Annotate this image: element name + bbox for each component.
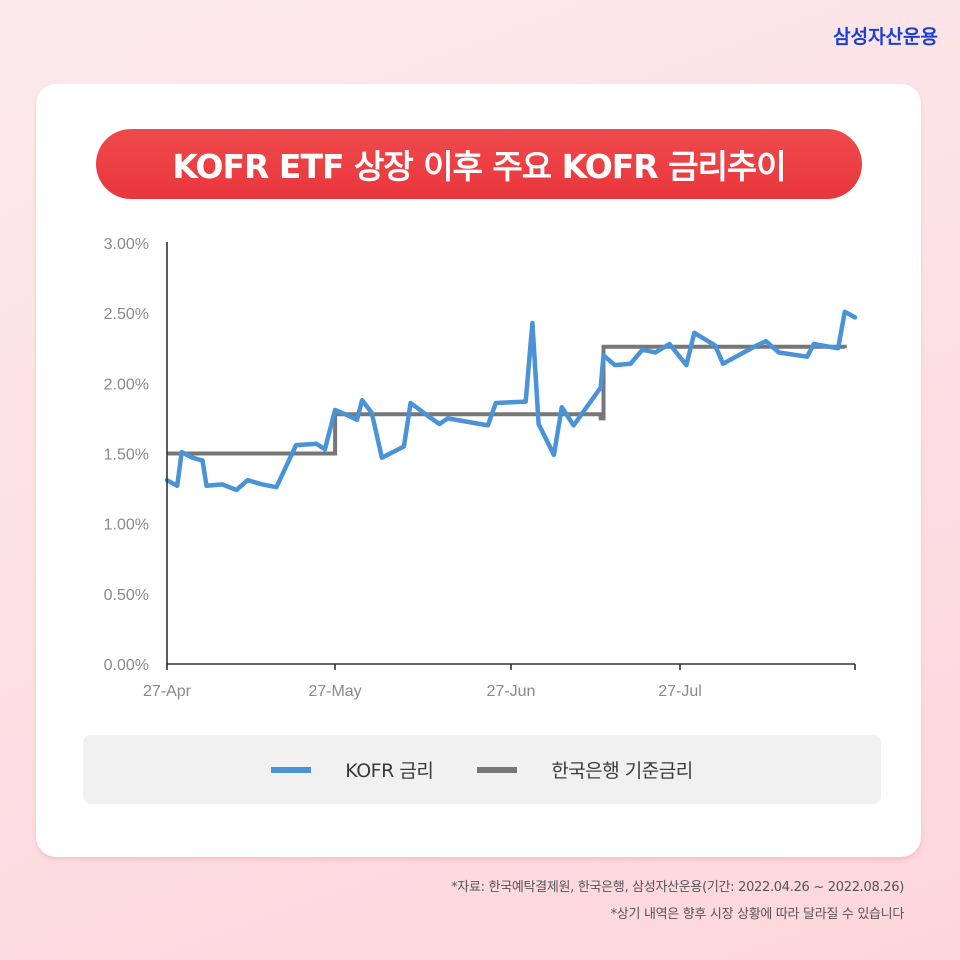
chart-legend: KOFR 금리 한국은행 기준금리 [83, 735, 881, 804]
bok-base-rate-line [167, 344, 847, 456]
y-axis-ticks: 0.00% 0.50% 1.00% 1.50% 2.00% 2.50% 3.00% [104, 236, 149, 674]
x-tick-label: 27-Jul [658, 683, 702, 700]
y-tick-label: 2.00% [104, 376, 149, 393]
x-tick-label: 27-May [308, 683, 361, 700]
y-tick-label: 0.50% [104, 587, 149, 604]
x-tick-label: 27-Jun [487, 683, 536, 700]
chart-title: KOFR ETF 상장 이후 주요 KOFR 금리추이 [172, 147, 786, 186]
disclaimer-footnote: *상기 내역은 향후 시장 상황에 따라 달라질 수 있습니다 [610, 907, 905, 922]
legend-item-kofr: KOFR 금리 [271, 756, 434, 783]
legend-label-bok: 한국은행 기준금리 [551, 760, 693, 782]
kofr-rate-line [164, 309, 858, 493]
legend-label-kofr: KOFR 금리 [345, 760, 434, 782]
legend-swatch-kofr [271, 766, 312, 773]
y-tick-label: 0.00% [104, 657, 149, 674]
legend-item-bok: 한국은행 기준금리 [477, 756, 693, 783]
y-tick-label: 1.50% [104, 447, 149, 464]
y-tick-label: 3.00% [104, 236, 149, 253]
chart-card [36, 84, 921, 857]
source-footnote: *자료: 한국예탁결제원, 한국은행, 삼성자산운용(기간: 2022.04.2… [451, 880, 904, 895]
x-tick-label: 27-Apr [143, 683, 192, 700]
legend-swatch-bok [477, 766, 518, 773]
x-axis-ticks: 27-Apr 27-May 27-Jun 27-Jul [143, 664, 856, 700]
brand-logo: 삼성자산운용 [833, 26, 938, 48]
chart-title-banner: KOFR ETF 상장 이후 주요 KOFR 금리추이 [96, 129, 862, 199]
y-tick-label: 1.00% [104, 517, 149, 534]
y-tick-label: 2.50% [104, 306, 149, 323]
